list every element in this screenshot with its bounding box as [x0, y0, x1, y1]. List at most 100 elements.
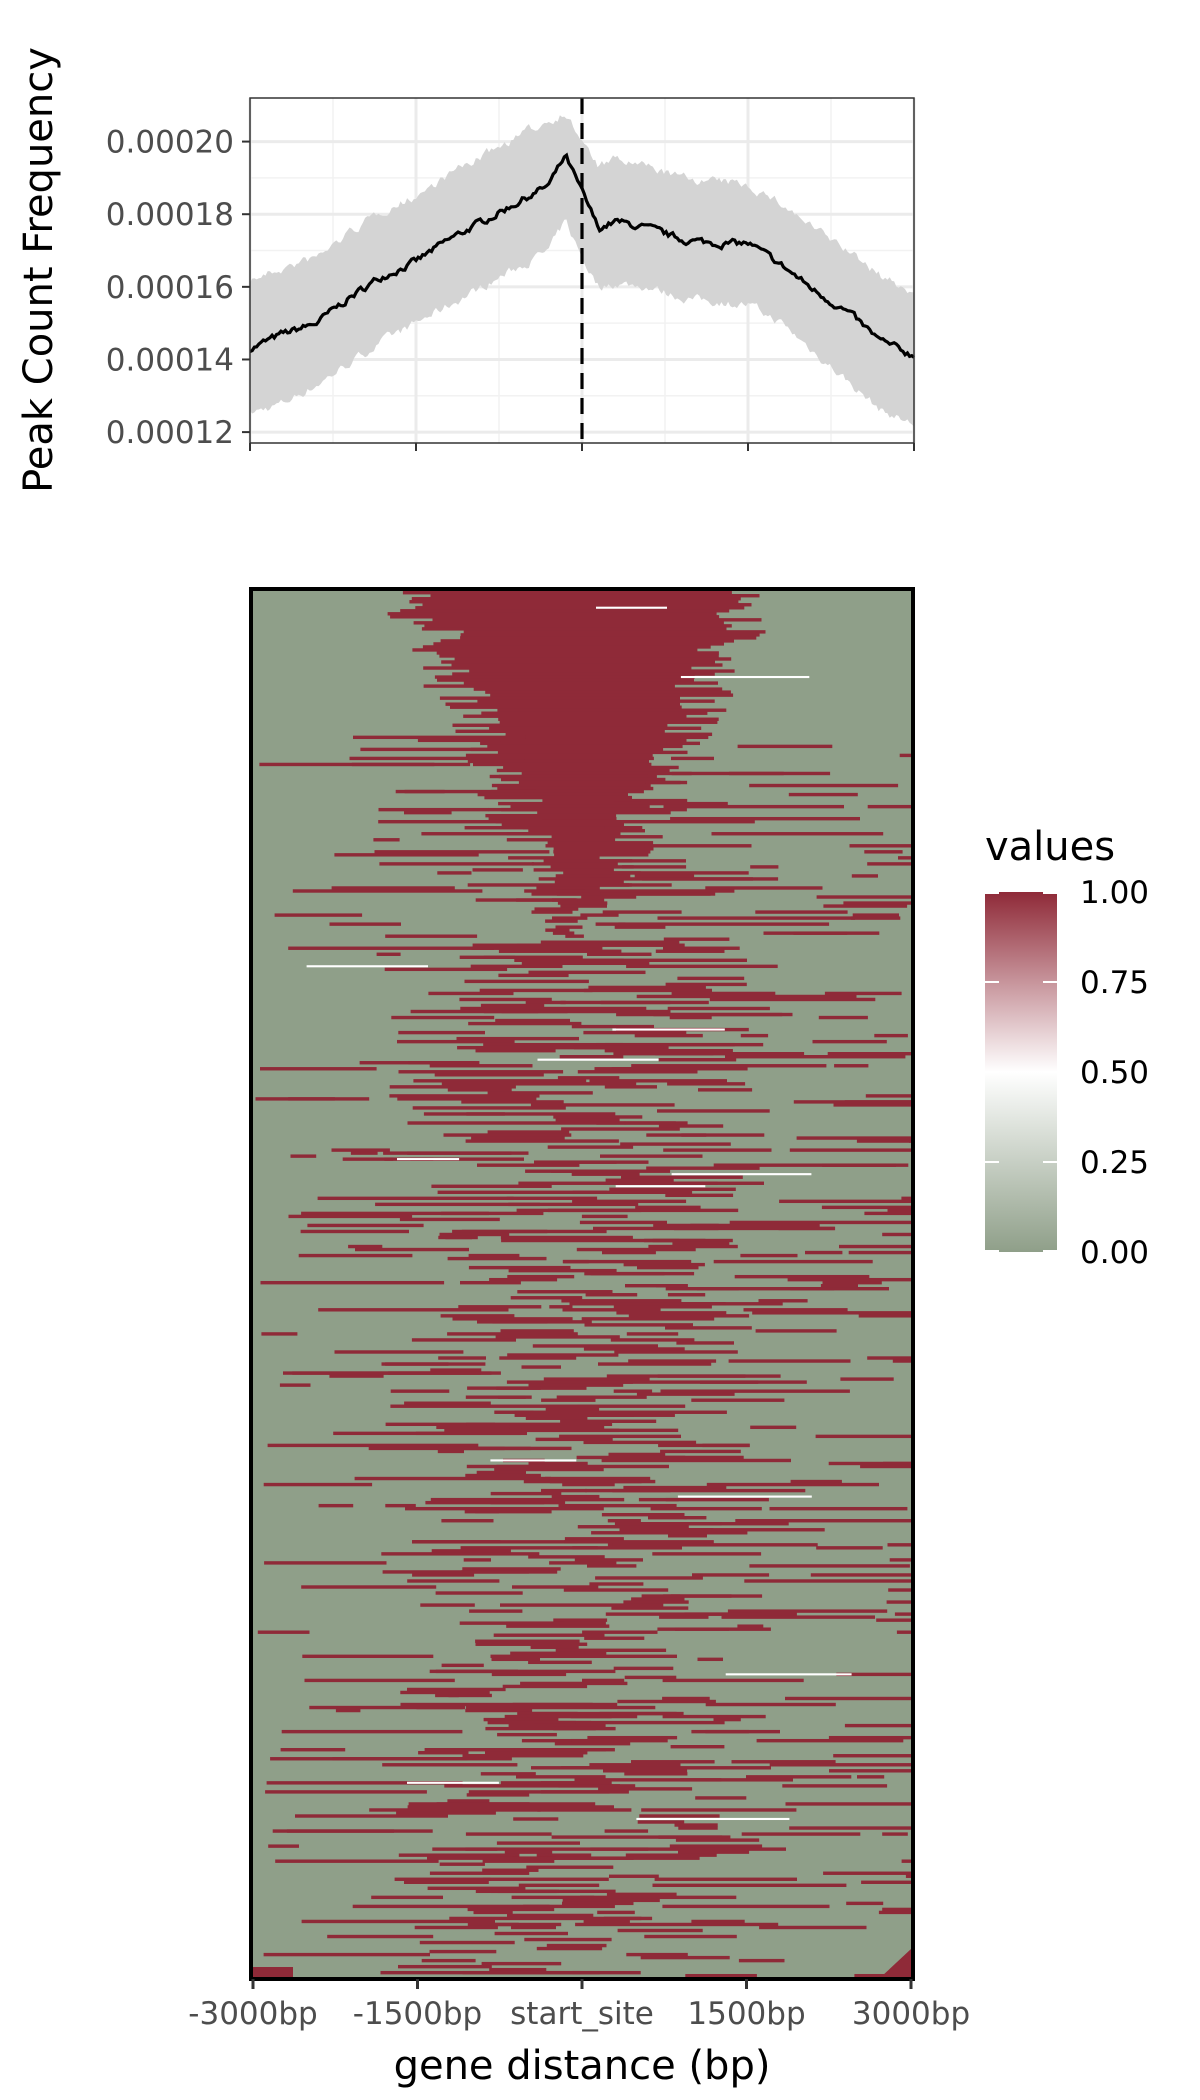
profile-panel: 0.00020 0.00018 0.00016 0.00014 0.00012 Peak…	[16, 47, 916, 493]
heatmap-row-segment	[413, 1079, 587, 1083]
heatmap-row-segment	[590, 877, 753, 881]
heatmap-row-segment	[901, 1859, 911, 1863]
heatmap-row-segment	[617, 1928, 703, 1933]
heatmap-row-segment	[626, 964, 778, 969]
heatmap-row-segment	[601, 1458, 791, 1463]
heatmap-row-segment	[562, 1308, 661, 1312]
heatmap-row-segment	[659, 1615, 709, 1619]
heatmap-row-segment	[427, 1886, 526, 1891]
heatmap-row-segment	[583, 1440, 697, 1445]
heatmap-row-segment	[501, 823, 624, 827]
heatmap-row-segment	[861, 1880, 911, 1884]
heatmap-row-segment	[318, 1503, 354, 1508]
heatmap-row-segment	[691, 1398, 785, 1402]
heatmap-row-segment	[530, 1645, 579, 1649]
heatmap-row-segment	[559, 1434, 681, 1439]
heatmap-row-segment	[459, 997, 552, 1002]
heatmap-row-segment	[398, 1853, 520, 1857]
heatmap-row-segment	[662, 1696, 710, 1701]
heatmap-row-segment	[441, 1211, 544, 1216]
heatmap-row-segment	[281, 1729, 463, 1734]
heatmap-row-segment	[864, 1211, 911, 1216]
heatmap-row-segment	[506, 1196, 598, 1201]
heatmap-row-segment	[404, 1401, 491, 1405]
heatmap-row-segment	[562, 1901, 634, 1906]
heatmap-row-segment	[556, 1395, 647, 1399]
heatmap-row-segment	[550, 865, 634, 869]
heatmap-row-segment	[857, 1775, 885, 1779]
heatmap-row-segment	[609, 1187, 736, 1191]
heatmap-row-segment	[901, 1196, 911, 1201]
legend-tick-label: 0.50	[1080, 1055, 1149, 1091]
heatmap-row-segment	[557, 901, 608, 905]
heatmap-row-segment	[646, 1133, 707, 1137]
heatmap-row-segment	[412, 1540, 578, 1544]
heatmap-row-segment	[460, 1280, 521, 1285]
heatmap-row-segment	[350, 1151, 378, 1155]
heatmap-row-segment	[635, 1205, 701, 1210]
heatmap-row-segment	[407, 1687, 506, 1692]
heatmap-row-segment	[595, 922, 626, 926]
heatmap-row-segment	[501, 1009, 671, 1014]
heatmap-row-segment	[881, 1949, 911, 1977]
heatmap-row-segment	[852, 913, 899, 917]
heatmap-row-segment	[652, 1552, 762, 1556]
heatmap-row-segment	[510, 1296, 583, 1300]
heatmap-row-segment	[302, 1654, 434, 1659]
heatmap-row-segment	[469, 756, 654, 761]
heatmap-row-segment	[555, 874, 631, 878]
heatmap-row-segment	[454, 657, 732, 661]
heatmap-row-segment	[652, 1238, 733, 1243]
heatmap-row-segment	[447, 1332, 578, 1336]
heatmap-row-segment	[540, 940, 680, 944]
heatmap-row-segment	[482, 1859, 555, 1863]
heatmap-row-segment	[589, 1079, 727, 1083]
heatmap-row-segment	[368, 1446, 505, 1451]
heatmap-row-segment	[731, 1760, 836, 1764]
heatmap-row-segment	[439, 1232, 510, 1237]
heatmap-row-segment	[545, 1380, 759, 1384]
heatmap-row-segment	[749, 783, 899, 788]
heatmap-row-segment	[534, 907, 579, 911]
heatmap-row-segment	[583, 988, 712, 993]
heatmap-row-segment	[645, 780, 688, 785]
heatmap-row-segment	[737, 744, 833, 749]
heatmap-row-segment	[848, 1250, 911, 1255]
heatmap-row-segment	[812, 1039, 887, 1044]
heatmap-row-segment	[671, 756, 714, 761]
heatmap-row-segment	[663, 1148, 772, 1152]
heatmap-row-segment	[549, 1305, 573, 1309]
heatmap-row-segment	[833, 1754, 911, 1758]
heatmap-row-segment	[494, 1410, 534, 1414]
heatmap-row-segment	[452, 1317, 573, 1321]
heatmap-row-segment	[542, 958, 747, 962]
heatmap-row-segment	[660, 1389, 850, 1393]
heatmap-row-segment	[462, 1754, 497, 1758]
heatmap-row-segment	[288, 946, 494, 950]
heatmap-row-segment	[460, 1546, 598, 1550]
heatmap-row-segment	[398, 1070, 564, 1074]
heatmap-row-segment	[652, 1883, 847, 1888]
heatmap-row-segment	[849, 844, 911, 848]
heatmap-row-segment	[351, 762, 471, 767]
heatmap-row-segment	[371, 1895, 443, 1900]
heatmap-row-segment	[705, 886, 823, 890]
heatmap-row-segment	[423, 666, 692, 670]
heatmap-row-segment	[816, 895, 911, 899]
heatmap-row-segment	[498, 801, 641, 806]
heatmap-row-segment	[331, 886, 455, 890]
heatmap-row-segment	[327, 1934, 434, 1939]
heatmap-row-segment	[612, 1543, 818, 1547]
heatmap-row-segment	[552, 898, 605, 902]
heatmap-row-segment	[614, 801, 728, 806]
heatmap-row-segment	[552, 916, 588, 920]
heatmap-row-segment	[441, 1519, 494, 1523]
heatmap-row-segment	[508, 856, 600, 860]
heatmap-row-segment	[374, 850, 550, 854]
heatmap-row-segment	[737, 1624, 764, 1628]
heatmap-row-segment	[384, 967, 508, 972]
heatmap-row-segment	[390, 1389, 450, 1393]
heatmap-white-segment	[537, 1058, 659, 1061]
heatmap-row-segment	[436, 651, 719, 655]
heatmap-row-segment	[407, 1805, 614, 1809]
